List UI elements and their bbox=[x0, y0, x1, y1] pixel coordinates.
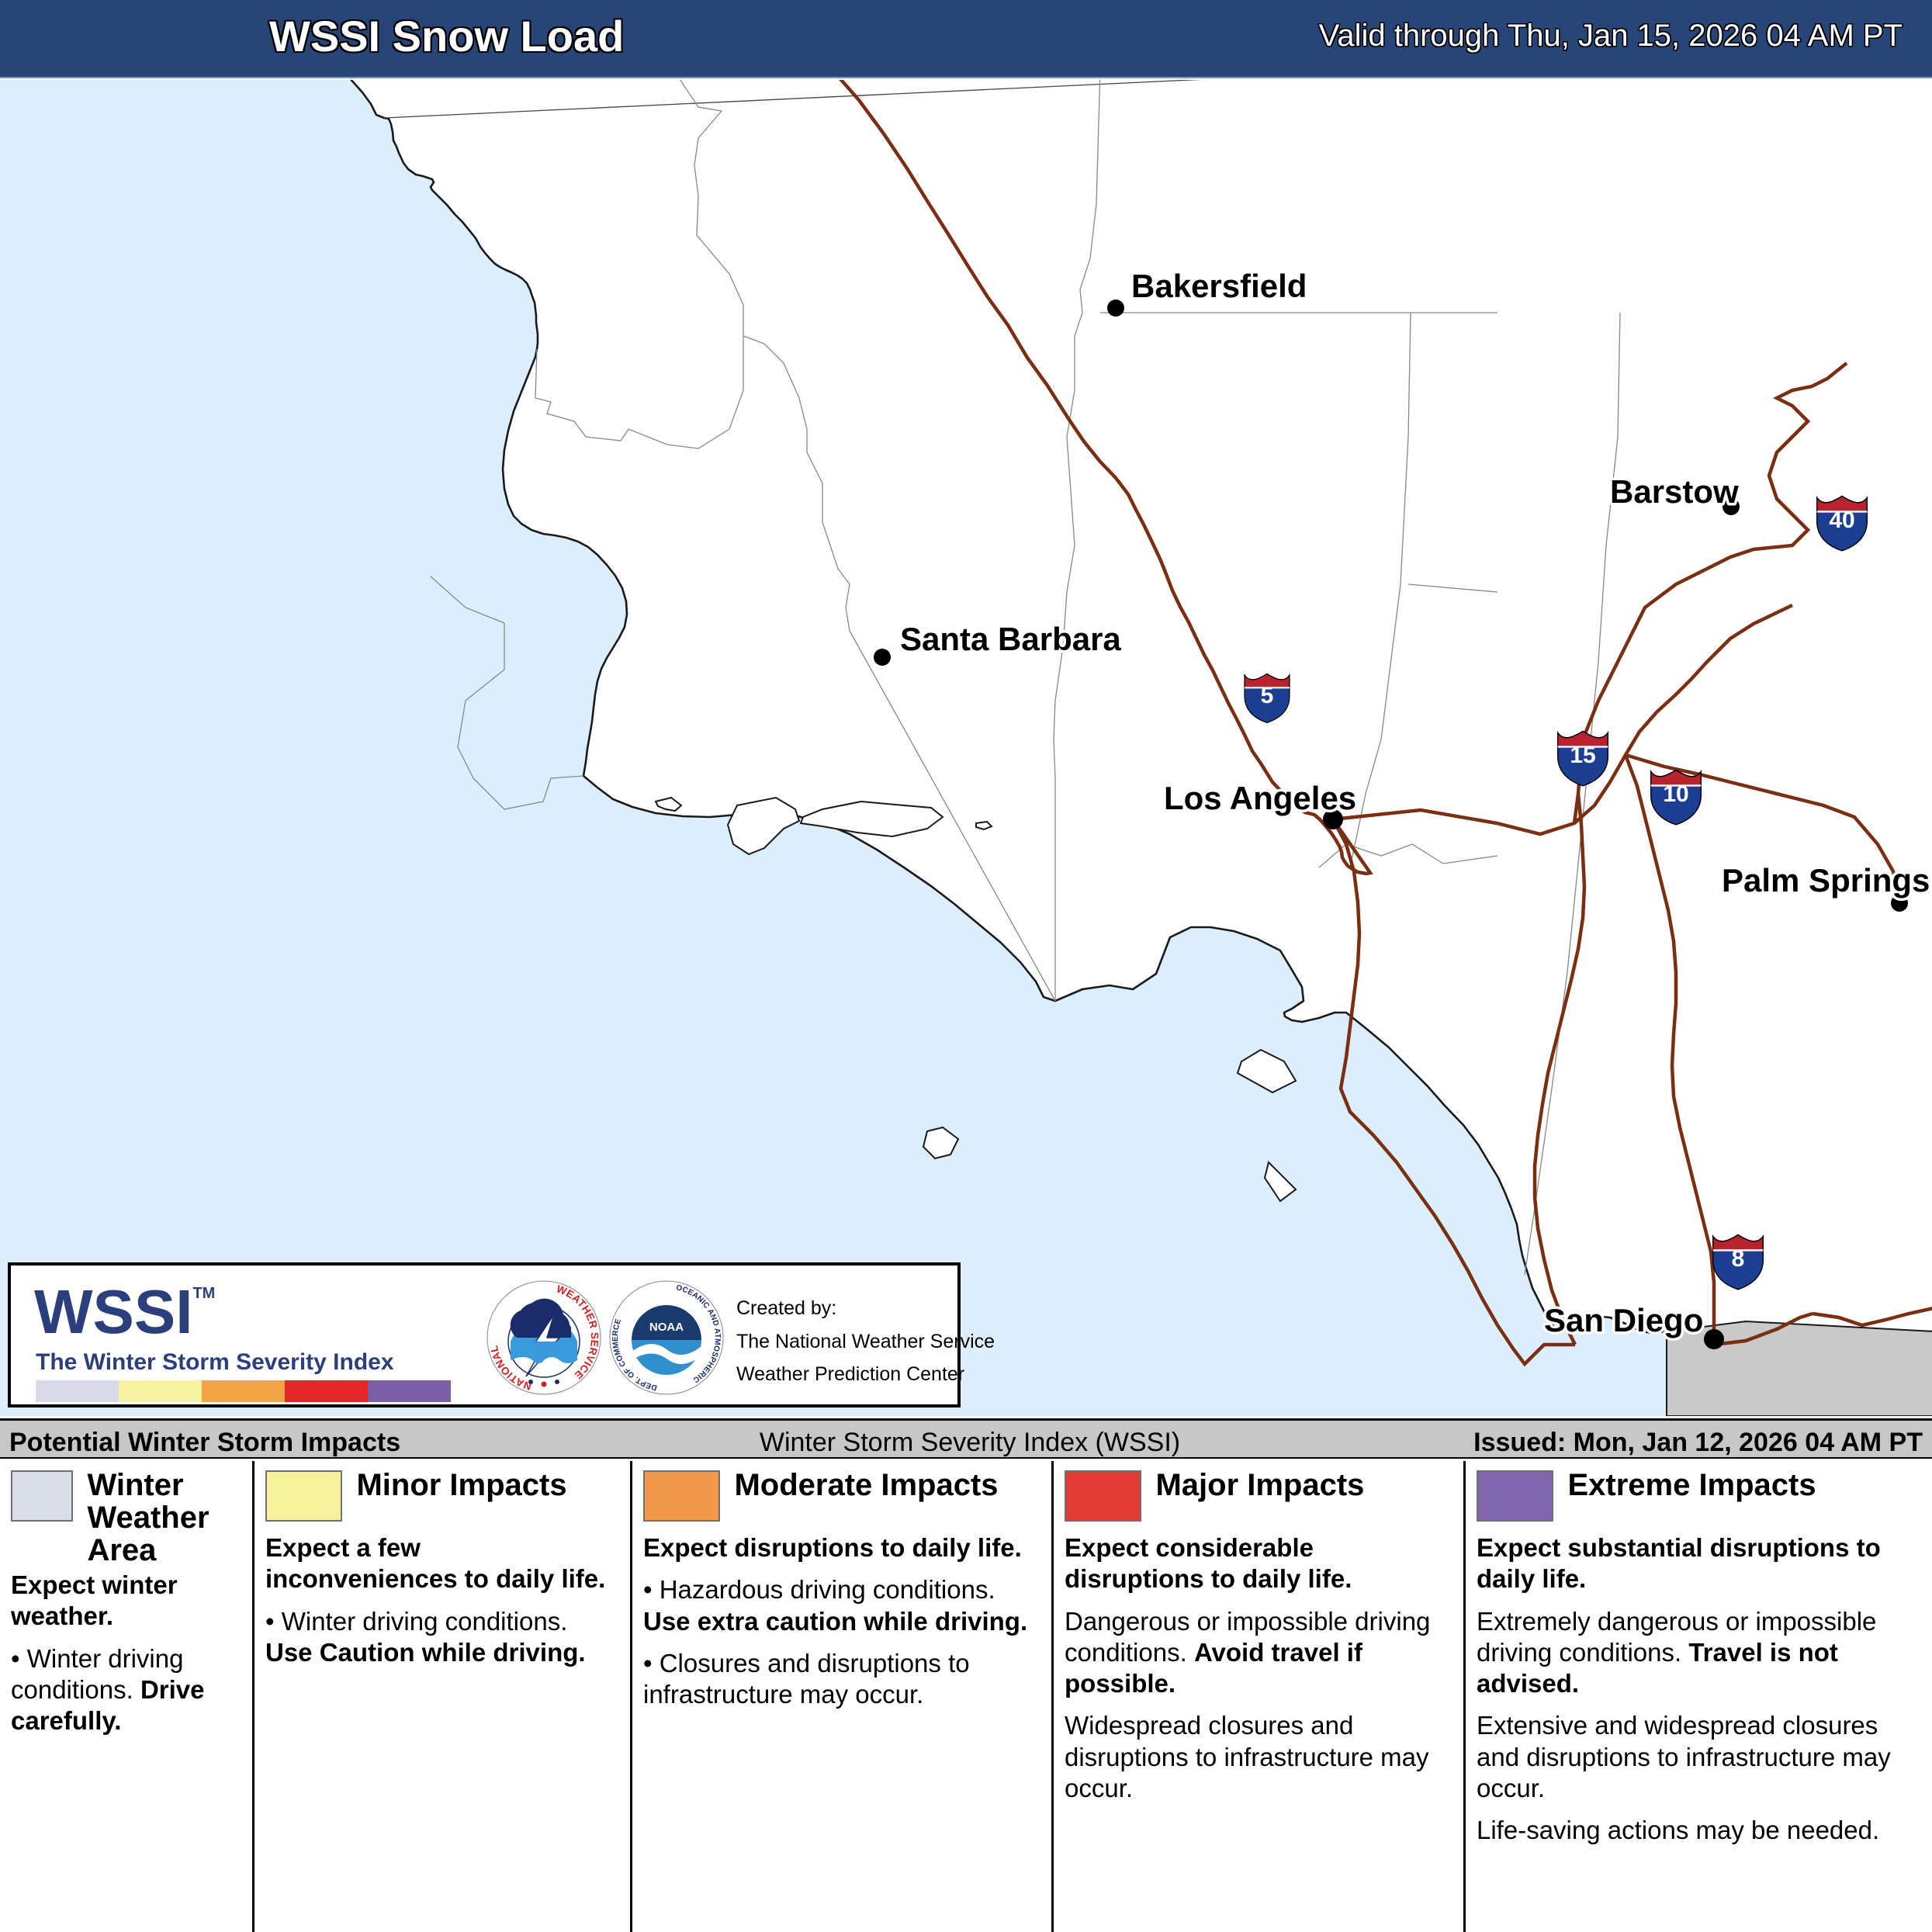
svg-text:40: 40 bbox=[1829, 507, 1854, 533]
svg-text:5: 5 bbox=[1261, 683, 1274, 708]
svg-text:San Diego: San Diego bbox=[1544, 1302, 1703, 1338]
svg-text:Santa Barbara: Santa Barbara bbox=[900, 621, 1121, 657]
svg-text:8: 8 bbox=[1732, 1246, 1745, 1272]
svg-text:Bakersfield: Bakersfield bbox=[1131, 268, 1307, 304]
svg-text:15: 15 bbox=[1570, 743, 1595, 768]
svg-text:Barstow: Barstow bbox=[1610, 473, 1739, 510]
svg-text:NOAA: NOAA bbox=[649, 1321, 684, 1334]
svg-text:10: 10 bbox=[1663, 781, 1688, 807]
svg-text:Los Angeles: Los Angeles bbox=[1164, 780, 1356, 816]
svg-text:Palm Springs: Palm Springs bbox=[1722, 862, 1930, 898]
